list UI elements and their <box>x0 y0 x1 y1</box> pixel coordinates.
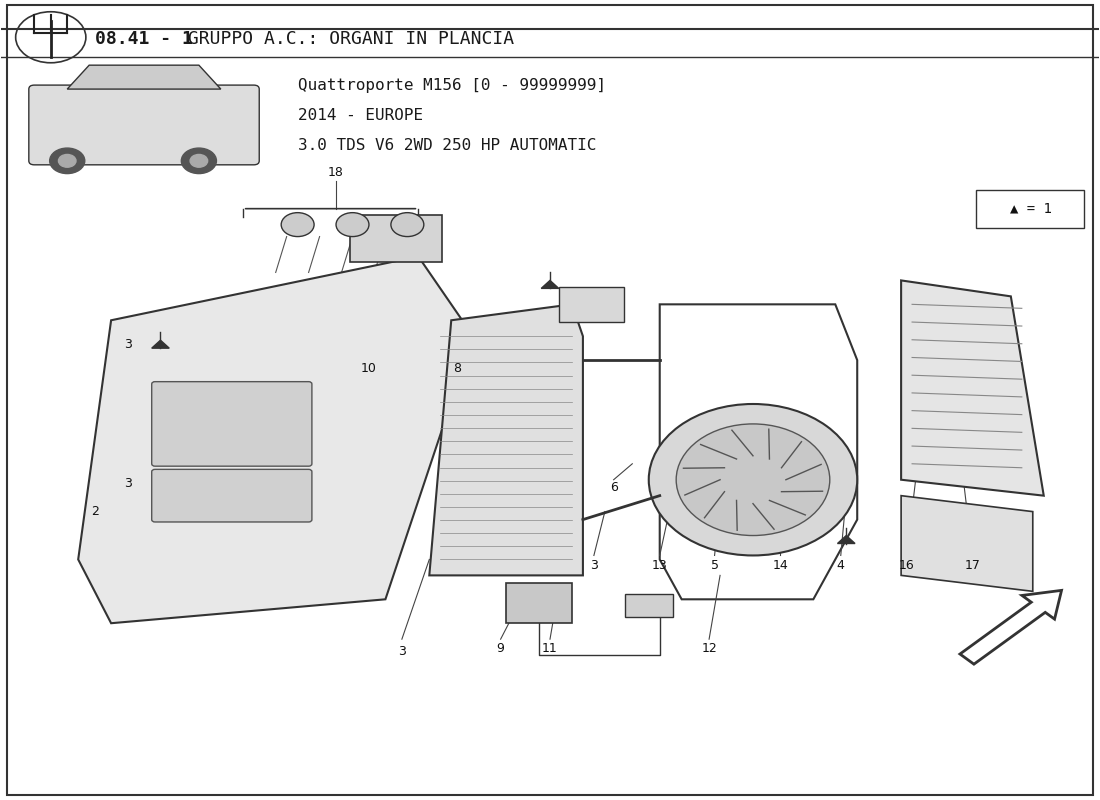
Text: Quattroporte M156 [0 - 99999999]: Quattroporte M156 [0 - 99999999] <box>298 78 606 93</box>
Circle shape <box>50 148 85 174</box>
Text: 3: 3 <box>123 478 132 490</box>
Text: 6: 6 <box>609 481 617 494</box>
Polygon shape <box>541 281 559 288</box>
Text: 11: 11 <box>542 642 558 655</box>
Text: 9: 9 <box>497 642 505 655</box>
FancyArrow shape <box>960 590 1062 664</box>
Polygon shape <box>78 257 473 623</box>
Text: 2014 - EUROPE: 2014 - EUROPE <box>298 108 422 123</box>
Polygon shape <box>429 304 583 575</box>
Text: 14: 14 <box>772 558 789 571</box>
Polygon shape <box>901 281 1044 496</box>
Text: 16: 16 <box>899 558 914 571</box>
Text: 3: 3 <box>123 338 132 350</box>
Text: 2: 2 <box>90 505 99 518</box>
Text: 13: 13 <box>652 558 668 571</box>
Polygon shape <box>67 65 221 89</box>
FancyBboxPatch shape <box>29 85 260 165</box>
Polygon shape <box>152 340 169 348</box>
FancyBboxPatch shape <box>559 286 624 322</box>
Text: 5: 5 <box>711 558 718 571</box>
Circle shape <box>182 148 217 174</box>
FancyBboxPatch shape <box>152 470 312 522</box>
FancyBboxPatch shape <box>350 215 442 262</box>
Text: GRUPPO A.C.: ORGANI IN PLANCIA: GRUPPO A.C.: ORGANI IN PLANCIA <box>177 30 514 48</box>
Text: 10: 10 <box>361 362 377 374</box>
Text: 4: 4 <box>837 558 845 571</box>
Text: ▲ = 1: ▲ = 1 <box>1010 202 1052 216</box>
Circle shape <box>649 404 857 555</box>
Circle shape <box>58 154 76 167</box>
FancyBboxPatch shape <box>625 594 673 617</box>
Circle shape <box>390 213 424 237</box>
Text: 3: 3 <box>398 645 406 658</box>
Polygon shape <box>901 496 1033 591</box>
Text: 3: 3 <box>590 558 597 571</box>
Text: 12: 12 <box>701 642 717 655</box>
Circle shape <box>336 213 368 237</box>
Text: 17: 17 <box>965 558 980 571</box>
Circle shape <box>190 154 208 167</box>
Polygon shape <box>506 583 572 623</box>
FancyBboxPatch shape <box>976 190 1085 228</box>
FancyBboxPatch shape <box>152 382 312 466</box>
Polygon shape <box>837 535 855 543</box>
Circle shape <box>676 424 829 535</box>
Text: 18: 18 <box>328 166 344 179</box>
Text: 08.41 - 1: 08.41 - 1 <box>95 30 192 48</box>
Text: 3.0 TDS V6 2WD 250 HP AUTOMATIC: 3.0 TDS V6 2WD 250 HP AUTOMATIC <box>298 138 596 153</box>
Circle shape <box>282 213 315 237</box>
Text: 8: 8 <box>453 362 461 374</box>
